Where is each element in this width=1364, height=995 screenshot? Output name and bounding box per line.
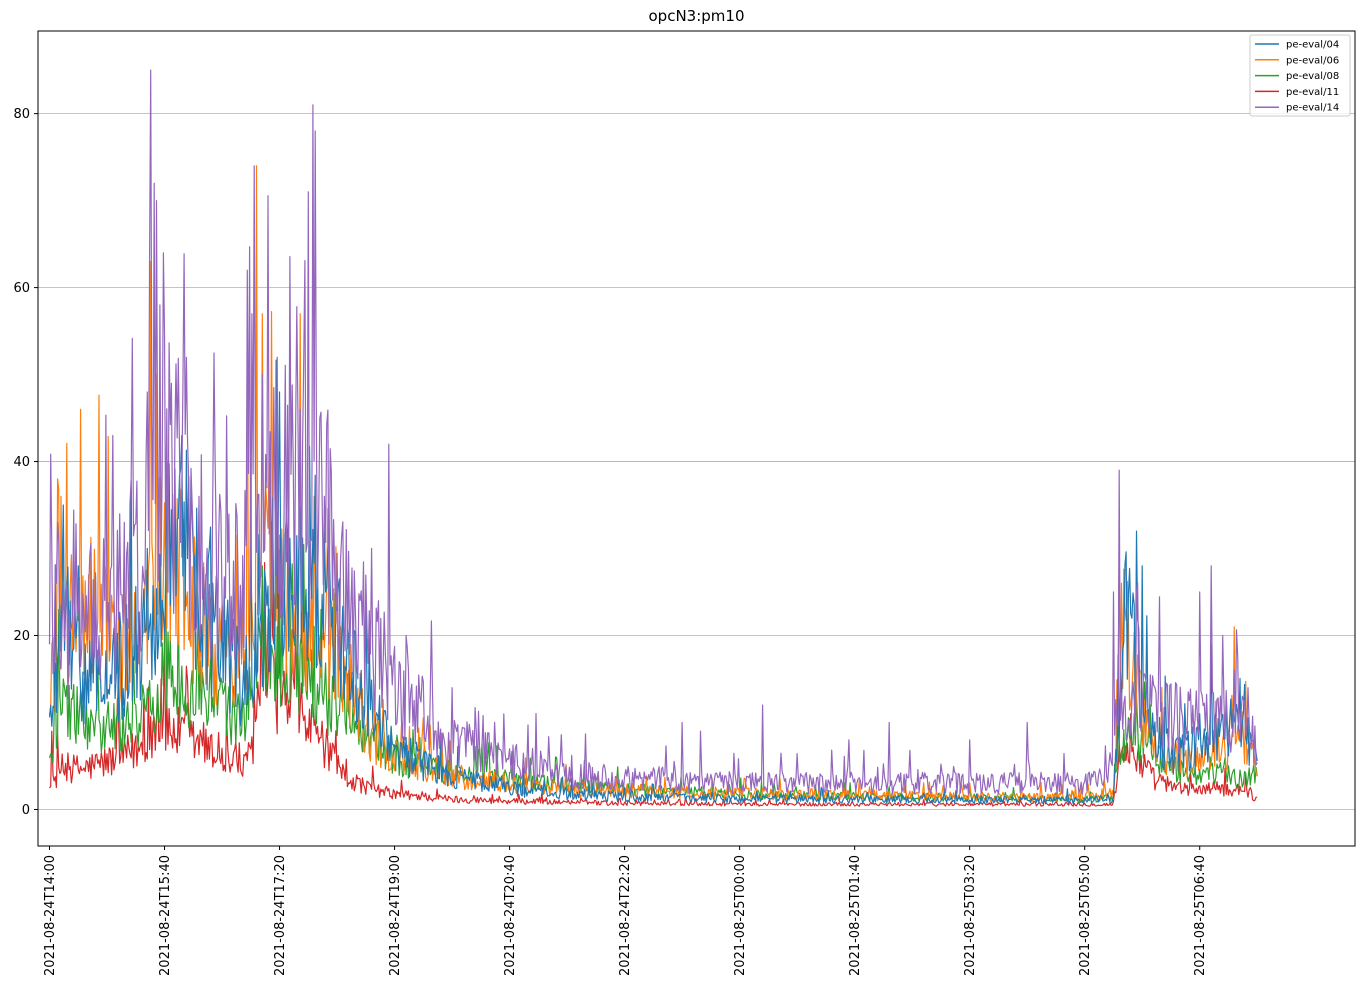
x-axis: 2021-08-24T14:00 2021-08-24T15:40 2021-08-… [43, 846, 1208, 976]
y-tick-label: 80 [13, 107, 30, 122]
x-tick-label: 2021-08-25T00:00 [733, 855, 748, 976]
legend-label: pe-eval/04 [1286, 40, 1339, 51]
series-lines [48, 69, 1258, 807]
x-tick-label: 2021-08-24T17:20 [273, 855, 288, 976]
y-tick-label: 20 [13, 629, 30, 644]
legend-label: pe-eval/11 [1286, 87, 1339, 98]
y-axis: 0 20 40 60 80 [13, 107, 38, 818]
legend-label: pe-eval/06 [1286, 55, 1339, 66]
series-line-pe-eval-08 [48, 544, 1258, 804]
series-line-pe-eval-14 [48, 69, 1258, 795]
y-tick-label: 40 [13, 455, 30, 470]
x-tick-label: 2021-08-24T14:00 [43, 855, 58, 976]
legend-label: pe-eval/14 [1286, 103, 1339, 114]
legend-box [1249, 34, 1351, 117]
x-tick-label: 2021-08-25T01:40 [848, 855, 863, 976]
x-tick-label: 2021-08-24T22:20 [618, 855, 633, 976]
legend-label: pe-eval/08 [1286, 71, 1339, 82]
x-tick-label: 2021-08-25T05:00 [1078, 855, 1093, 976]
x-tick-label: 2021-08-24T15:40 [158, 855, 173, 976]
x-tick-label: 2021-08-24T19:00 [388, 855, 403, 976]
x-tick-label: 2021-08-24T20:40 [503, 855, 518, 976]
x-tick-label: 2021-08-25T03:20 [963, 855, 978, 976]
chart-title: opcN3:pm10 [649, 7, 745, 25]
y-tick-label: 0 [22, 803, 30, 818]
x-tick-label: 2021-08-25T06:40 [1193, 855, 1208, 976]
plot-frame [37, 30, 1356, 847]
y-tick-label: 60 [13, 281, 30, 296]
legend: pe-eval/04 pe-eval/06 pe-eval/08 pe-eval/11… [1249, 34, 1351, 117]
